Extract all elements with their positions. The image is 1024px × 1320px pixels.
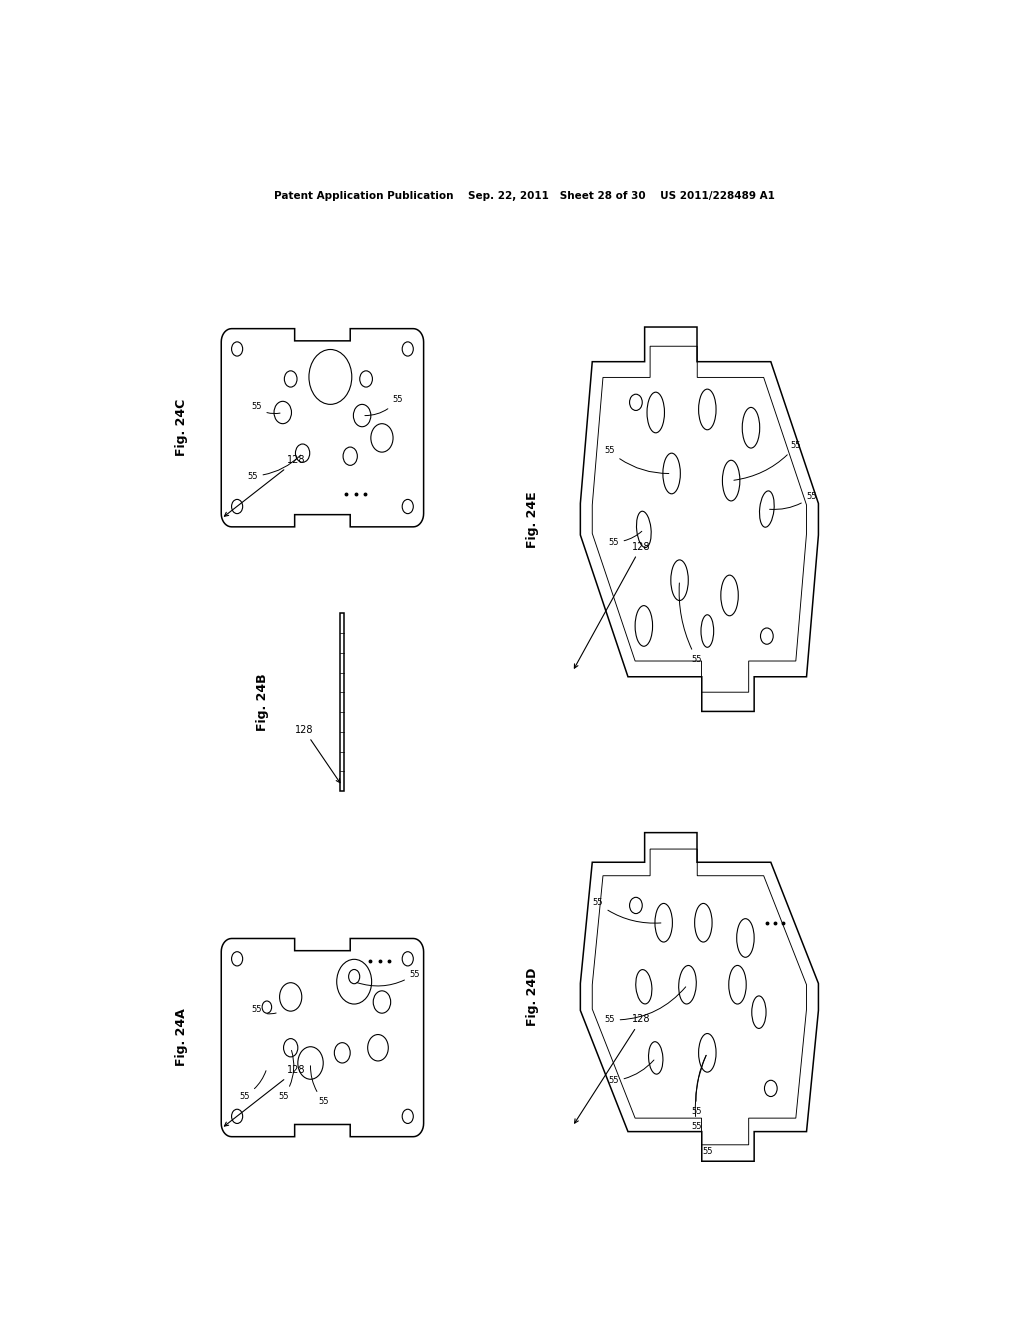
Circle shape (309, 350, 352, 404)
Circle shape (630, 898, 642, 913)
Polygon shape (221, 329, 424, 527)
Ellipse shape (729, 965, 746, 1005)
Circle shape (280, 982, 302, 1011)
Text: 55: 55 (608, 531, 642, 546)
Ellipse shape (701, 615, 714, 647)
Circle shape (630, 395, 642, 411)
Bar (340, 614, 344, 791)
Ellipse shape (655, 903, 673, 942)
Circle shape (231, 952, 243, 966)
Text: 128: 128 (224, 1065, 305, 1126)
Text: 128: 128 (224, 455, 305, 516)
Polygon shape (221, 939, 424, 1137)
Circle shape (368, 1035, 388, 1061)
Text: Fig. 24D: Fig. 24D (526, 968, 540, 1026)
Text: Fig. 24A: Fig. 24A (175, 1008, 188, 1067)
Circle shape (371, 424, 393, 453)
Circle shape (402, 1109, 414, 1123)
Ellipse shape (679, 965, 696, 1005)
Text: 55: 55 (356, 970, 420, 986)
Ellipse shape (636, 970, 652, 1005)
Ellipse shape (671, 560, 688, 601)
Circle shape (761, 500, 773, 517)
Circle shape (337, 960, 372, 1005)
Text: 55: 55 (310, 1065, 329, 1106)
Circle shape (373, 991, 391, 1014)
Circle shape (231, 342, 243, 356)
Ellipse shape (721, 576, 738, 615)
Text: 55: 55 (604, 446, 669, 474)
Ellipse shape (752, 995, 766, 1028)
Text: 55: 55 (770, 492, 817, 510)
Text: Fig. 24E: Fig. 24E (526, 491, 540, 548)
Ellipse shape (698, 389, 716, 430)
Text: 55: 55 (691, 1055, 707, 1115)
Text: 55: 55 (608, 1060, 654, 1085)
Circle shape (274, 401, 292, 424)
Circle shape (298, 1047, 324, 1080)
Ellipse shape (637, 511, 651, 548)
Text: 55: 55 (240, 1071, 266, 1101)
Ellipse shape (736, 919, 754, 957)
Circle shape (402, 952, 414, 966)
Text: Fig. 24C: Fig. 24C (175, 399, 188, 457)
Ellipse shape (694, 903, 712, 942)
Circle shape (284, 1039, 298, 1057)
Circle shape (262, 1001, 271, 1014)
Circle shape (359, 371, 373, 387)
Circle shape (402, 342, 414, 356)
Text: 55: 55 (279, 1051, 294, 1101)
Text: 55: 55 (251, 1005, 276, 1014)
Text: 55: 55 (365, 395, 402, 416)
Circle shape (296, 444, 309, 462)
Ellipse shape (760, 491, 774, 527)
Circle shape (285, 371, 297, 387)
Text: 55: 55 (592, 899, 660, 923)
Ellipse shape (635, 606, 652, 647)
Circle shape (343, 447, 357, 466)
Text: 55: 55 (247, 455, 301, 480)
Text: 55: 55 (251, 403, 280, 413)
Text: 55: 55 (734, 441, 801, 480)
Text: 128: 128 (574, 1014, 650, 1123)
Circle shape (231, 1109, 243, 1123)
Text: 55: 55 (604, 987, 686, 1024)
Circle shape (231, 499, 243, 513)
Text: 128: 128 (574, 541, 650, 668)
Ellipse shape (698, 1034, 716, 1072)
Text: Patent Application Publication    Sep. 22, 2011   Sheet 28 of 30    US 2011/2284: Patent Application Publication Sep. 22, … (274, 191, 775, 201)
Polygon shape (581, 327, 818, 711)
Text: 55: 55 (691, 1056, 707, 1131)
Ellipse shape (647, 392, 665, 433)
Text: 128: 128 (295, 725, 340, 783)
Circle shape (353, 404, 371, 426)
Ellipse shape (648, 1041, 663, 1074)
Text: 55: 55 (702, 1147, 713, 1156)
Circle shape (402, 499, 414, 513)
Polygon shape (581, 833, 818, 1162)
Circle shape (765, 1080, 777, 1097)
Ellipse shape (722, 461, 740, 500)
Text: Fig. 24B: Fig. 24B (256, 673, 269, 731)
Circle shape (761, 628, 773, 644)
Circle shape (348, 969, 359, 983)
Circle shape (335, 1043, 350, 1063)
Text: 55: 55 (679, 583, 702, 664)
Ellipse shape (663, 453, 680, 494)
Ellipse shape (742, 408, 760, 447)
